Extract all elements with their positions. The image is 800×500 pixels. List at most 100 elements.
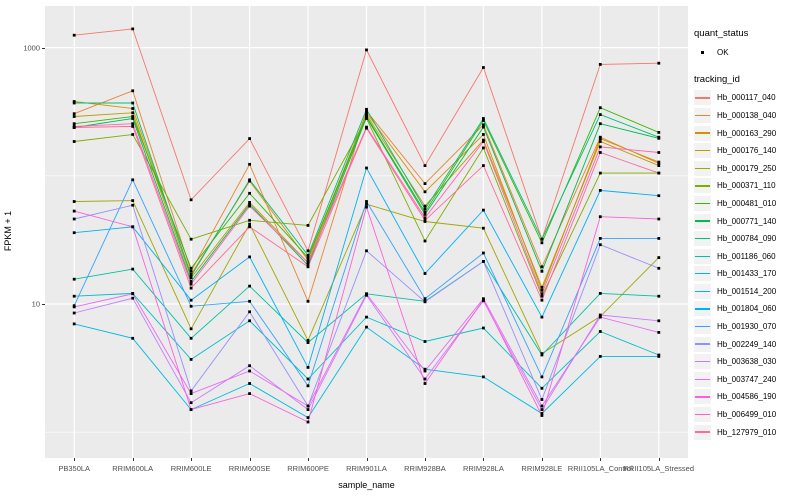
legend-item: Hb_001804_060 <box>694 301 800 318</box>
legend-key-ok <box>694 44 711 60</box>
series-line-icon <box>695 273 710 275</box>
legend-item: Hb_000371_110 <box>694 178 800 195</box>
legend-item-label: Hb_004586_190 <box>717 392 777 402</box>
x-tick-mark <box>483 458 485 461</box>
legend-title-tracking-id: tracking_id <box>694 73 740 85</box>
legend-key-swatch <box>694 266 711 282</box>
point-icon <box>701 50 704 54</box>
legend-item-label: OK <box>717 47 729 57</box>
legend-key-swatch <box>694 424 711 440</box>
legend-item-label: Hb_001514_200 <box>717 286 777 296</box>
legend-key-swatch <box>694 107 711 123</box>
series-line-icon <box>695 114 710 117</box>
y-tick-label-10: 10 <box>31 299 40 309</box>
legend-item-label: Hb_000163_290 <box>717 128 777 138</box>
series-line-icon <box>695 167 710 169</box>
x-tick-label: RRIM928LA <box>462 464 504 473</box>
chart-panel <box>45 6 688 458</box>
x-tick-mark <box>249 458 251 461</box>
legend-item: Hb_001514_200 <box>694 283 800 300</box>
series-line-icon <box>695 308 710 310</box>
legend-key-swatch <box>694 213 711 229</box>
series-line-icon <box>695 431 710 433</box>
legend-item-label: Hb_001804_060 <box>717 304 777 314</box>
legend-key-swatch <box>694 125 711 141</box>
legend-item-label: Hb_000784_090 <box>717 234 777 244</box>
legend-item-label: Hb_003638_030 <box>717 357 777 367</box>
y-tick-mark <box>42 47 45 49</box>
legend-key-swatch <box>694 248 711 264</box>
chart-svg <box>45 6 688 458</box>
legend-item: Hb_001433_170 <box>694 266 800 283</box>
legend-key-swatch <box>694 195 711 211</box>
series-line-icon <box>695 361 710 363</box>
legend-key-swatch <box>694 354 711 370</box>
legend-item-ok: OK <box>694 44 800 61</box>
legend-item-label: Hb_001433_170 <box>717 269 777 279</box>
series-line-icon <box>695 396 710 398</box>
x-tick-label: RRIM928LE <box>521 464 563 473</box>
x-tick-mark <box>74 458 76 461</box>
series-line-icon <box>695 413 710 416</box>
legend-key-swatch <box>694 90 711 106</box>
legend-item-label: Hb_127979_010 <box>717 427 777 437</box>
series-line-icon <box>695 149 710 152</box>
legend-key-swatch <box>694 178 711 194</box>
legend-key-swatch <box>694 283 711 299</box>
series-line-icon <box>695 325 710 328</box>
x-tick-label: RRIM928BA <box>404 464 446 473</box>
legend-key-swatch <box>694 160 711 176</box>
series-line-icon <box>695 255 710 257</box>
legend-item: Hb_000481_010 <box>694 195 800 212</box>
series-line-icon <box>695 97 710 99</box>
y-tick-mark <box>42 304 45 305</box>
legend-key-swatch <box>694 336 711 352</box>
series-line-icon <box>695 290 710 293</box>
legend-item: Hb_002249_140 <box>694 336 800 353</box>
legend-item-label: Hb_000179_250 <box>717 163 777 173</box>
legend-item: Hb_004586_190 <box>694 389 800 406</box>
y-axis-title: FPKM + 1 <box>3 210 13 252</box>
x-axis-title: sample_name <box>338 480 395 490</box>
x-tick-label: PB350LA <box>58 464 91 473</box>
series-line-icon <box>695 185 710 187</box>
legend-item-label: Hb_003747_240 <box>717 374 777 384</box>
series-line-icon <box>695 237 710 240</box>
x-tick-label: RRIM600PE <box>287 464 329 473</box>
legend-item: Hb_000163_290 <box>694 125 800 142</box>
x-tick-mark <box>191 458 193 461</box>
legend-item: Hb_001186_060 <box>694 248 800 265</box>
legend-item: Hb_000771_140 <box>694 213 800 230</box>
legend-item: Hb_000138_040 <box>694 107 800 124</box>
legend-item: Hb_003638_030 <box>694 354 800 371</box>
legend-key-swatch <box>694 143 711 159</box>
x-tick-label: RRIM600LA <box>112 464 154 473</box>
x-tick-label: RRIM600SE <box>228 464 271 473</box>
legend-key-swatch <box>694 371 711 387</box>
series-line-icon <box>695 378 710 381</box>
legend-key-swatch <box>694 319 711 335</box>
x-tick-label: RRIM901LA <box>346 464 387 473</box>
legend-item-label: Hb_002249_140 <box>717 339 777 349</box>
legend-item-label: Hb_001930_070 <box>717 322 777 332</box>
y-tick-label-1000: 1000 <box>23 43 40 53</box>
legend-item-label: Hb_000771_140 <box>717 216 777 226</box>
legend-key-swatch <box>694 231 711 247</box>
legend-key-swatch <box>694 389 711 405</box>
legend-item: Hb_006499_010 <box>694 406 800 423</box>
x-tick-mark <box>424 458 426 461</box>
x-tick-mark <box>541 458 543 461</box>
legend-item-label: Hb_000371_110 <box>717 181 776 191</box>
legend-item-label: Hb_001186_060 <box>717 251 776 261</box>
x-tick-mark <box>132 458 134 461</box>
x-tick-mark <box>600 458 602 461</box>
legend-gap <box>694 62 800 74</box>
series-line-icon <box>695 343 710 345</box>
legend-item: Hb_000179_250 <box>694 160 800 177</box>
x-tick-label: RRII105LA_Stressed <box>623 464 694 473</box>
series-line-icon <box>695 202 710 205</box>
legend-item: Hb_003747_240 <box>694 371 800 388</box>
legend: quant_status OK tracking_id Hb_000117_04… <box>694 28 800 441</box>
legend-tracking-items: Hb_000117_040 Hb_000138_040 Hb_000163_290 H… <box>694 90 800 441</box>
legend-item-label: Hb_006499_010 <box>717 410 777 420</box>
